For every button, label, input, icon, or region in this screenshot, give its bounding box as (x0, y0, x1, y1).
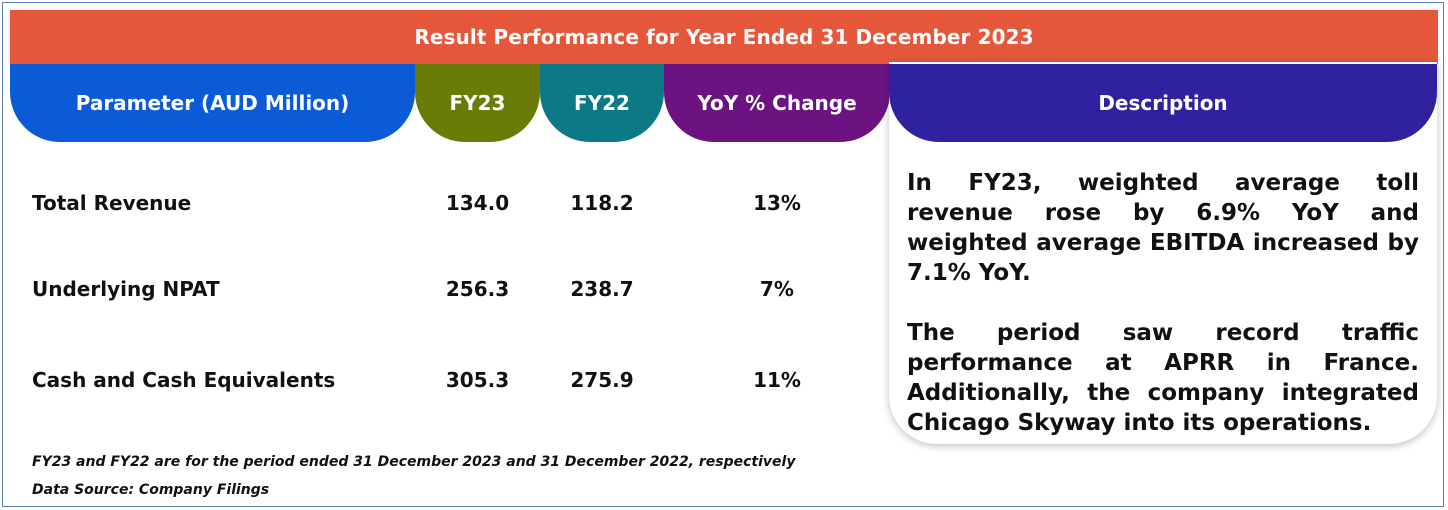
description-paragraph-1: In FY23, weighted average toll revenue r… (907, 170, 1419, 286)
fy22-value: 275.9 (570, 368, 634, 392)
fy22-value: 118.2 (570, 191, 634, 215)
description-paragraph-2: The period saw record traffic performanc… (907, 320, 1419, 436)
table-row-cash-equivalents: Cash and Cash Equivalents 305.3 275.9 11… (0, 365, 890, 395)
table-row-underlying-npat: Underlying NPAT 256.3 238.7 7% (0, 274, 890, 304)
parameter-header-label: Parameter (AUD Million) (75, 91, 350, 115)
yoy-header-label: YoY % Change (697, 91, 857, 115)
fy23-header-label: FY23 (449, 91, 506, 115)
yoy-value: 11% (753, 368, 801, 392)
description-header-label: Description (1098, 91, 1228, 115)
fy22-value: 238.7 (570, 277, 634, 301)
table-row-total-revenue: Total Revenue 134.0 118.2 13% (0, 188, 890, 218)
description-body: In FY23, weighted average toll revenue r… (907, 168, 1419, 468)
yoy-value: 13% (753, 191, 801, 215)
table-title-text: Result Performance for Year Ended 31 Dec… (414, 25, 1034, 49)
fy22-header-label: FY22 (574, 91, 630, 115)
row-label: Cash and Cash Equivalents (32, 368, 336, 392)
fy23-value: 305.3 (445, 368, 510, 392)
description-card: Description In FY23, weighted average to… (889, 62, 1437, 444)
period-footnote: FY23 and FY22 are for the period ended 3… (32, 454, 796, 470)
fy23-value: 256.3 (445, 277, 510, 301)
parameter-column-header: Parameter (AUD Million) (10, 64, 415, 142)
row-label: Underlying NPAT (32, 277, 220, 301)
yoy-column-header: YoY % Change (664, 64, 890, 142)
data-source-footnote: Data Source: Company Filings (32, 482, 270, 498)
table-title: Result Performance for Year Ended 31 Dec… (10, 10, 1438, 64)
fy23-value: 134.0 (445, 191, 510, 215)
fy22-column-header: FY22 (540, 64, 664, 142)
yoy-value: 7% (760, 277, 794, 301)
row-label: Total Revenue (32, 191, 192, 215)
fy23-column-header: FY23 (415, 64, 540, 142)
description-column-header: Description (889, 64, 1437, 142)
